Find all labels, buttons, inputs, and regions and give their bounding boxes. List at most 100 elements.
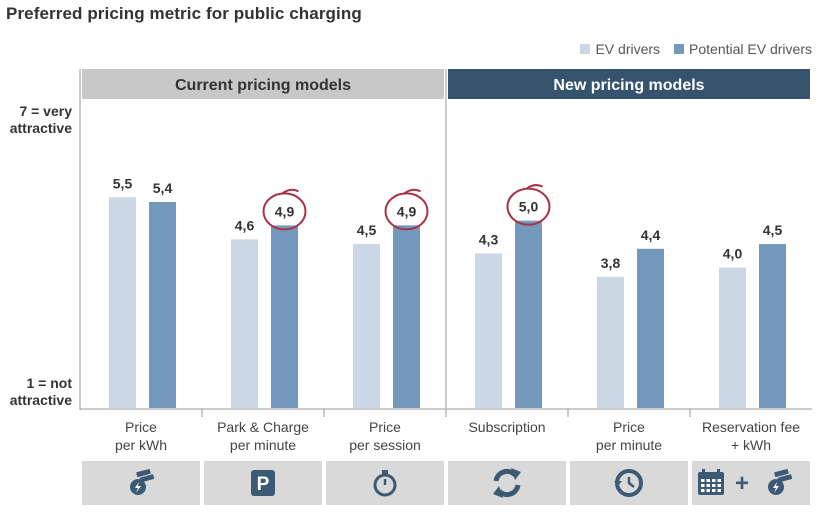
highlight-circle-tail-2 <box>525 184 543 190</box>
refresh-icon <box>493 468 521 498</box>
value-label-ev-1: 4,6 <box>235 217 255 233</box>
bar-ev-5 <box>719 267 746 408</box>
bar-ev-3 <box>475 253 502 408</box>
icon-box-0 <box>82 461 200 505</box>
category-label-0-line-0: Price <box>125 419 157 435</box>
clock-hands <box>627 477 635 488</box>
calendar-cell <box>706 479 710 482</box>
calendar-cell <box>701 489 705 492</box>
calendar-cell <box>717 489 721 492</box>
coin-stack-top <box>774 469 789 478</box>
category-label-2-line-1: per session <box>349 437 421 453</box>
calendar-cell <box>706 489 710 492</box>
refresh-arrow-bottom <box>493 486 503 498</box>
value-label-ev-0: 5,5 <box>113 175 133 191</box>
bar-potential-4 <box>637 248 664 408</box>
calendar-ring-left <box>702 469 705 475</box>
value-label-ev-2: 4,5 <box>357 222 377 238</box>
highlight-circle-0 <box>262 192 307 231</box>
value-label-ev-4: 3,8 <box>601 255 621 271</box>
value-label-potential-3: 5,0 <box>519 199 539 215</box>
parking-icon: P <box>251 470 275 496</box>
value-label-ev-3: 4,3 <box>479 231 499 247</box>
calendar-cell <box>717 479 721 482</box>
icon-box-5: + <box>692 461 810 505</box>
category-label-0-line-1: per kWh <box>115 437 167 453</box>
y-top-label-line-0: 7 = very <box>19 103 72 119</box>
coin-stack-mid <box>777 474 793 483</box>
highlight-circle-1 <box>384 192 429 231</box>
highlight-circle-tail-1 <box>403 188 421 195</box>
legend-label-potential: Potential EV drivers <box>689 41 812 57</box>
calendar-cell <box>701 484 705 487</box>
clock-icon <box>614 469 643 497</box>
calendar-cell <box>706 484 710 487</box>
category-label-1-line-0: Park & Charge <box>217 419 309 435</box>
calendar-cell <box>712 484 716 487</box>
bar-potential-2 <box>393 225 420 408</box>
money-bolt-icon <box>130 469 155 495</box>
bar-potential-3 <box>515 220 542 408</box>
stopwatch-icon <box>373 470 397 497</box>
parking-letter: P <box>257 474 270 495</box>
group-header-label-1: New pricing models <box>553 77 704 94</box>
category-label-5-line-0: Reservation fee <box>702 419 800 435</box>
bar-ev-2 <box>353 244 380 408</box>
legend-item-potential: Potential EV drivers <box>674 41 812 57</box>
bolt <box>773 482 779 493</box>
category-label-1-line-1: per minute <box>230 437 296 453</box>
bar-potential-5 <box>759 244 786 408</box>
category-label-5-line-1: + kWh <box>731 437 771 453</box>
stopwatch-face <box>373 473 397 497</box>
category-label-3-line-0: Subscription <box>468 419 545 435</box>
y-bottom-label-line-0: 1 = not <box>26 375 72 391</box>
stopwatch-button <box>382 470 388 474</box>
chart-title: Preferred pricing metric for public char… <box>6 4 362 23</box>
bar-ev-0 <box>109 197 136 408</box>
bar-ev-4 <box>597 276 624 408</box>
bar-ev-1 <box>231 239 258 408</box>
y-bottom-label-line-1: attractive <box>10 392 72 408</box>
plus-sign: + <box>735 470 749 497</box>
legend: EV drivers Potential EV drivers <box>580 41 812 57</box>
legend-swatch-ev <box>580 44 591 54</box>
group-header-1 <box>448 69 810 99</box>
legend-label-ev: EV drivers <box>595 41 661 57</box>
category-label-2-line-0: Price <box>369 419 401 435</box>
category-label-4-line-1: per minute <box>596 437 662 453</box>
refresh-arrow-top <box>511 468 521 480</box>
calendar-cell <box>712 489 716 492</box>
icon-box-bg-3 <box>448 461 566 505</box>
y-top-label-line-1: attractive <box>10 120 72 136</box>
value-label-potential-0: 5,4 <box>153 180 173 196</box>
icon-box-3 <box>448 461 566 505</box>
calendar-ring-right <box>717 469 720 475</box>
calendar-cell <box>712 479 716 482</box>
legend-item-ev: EV drivers <box>580 41 660 57</box>
coin-stack-mid <box>139 474 155 483</box>
group-header-0 <box>82 69 444 99</box>
calendar-plus-money-icon: + <box>698 469 793 497</box>
icon-box-4 <box>570 461 688 505</box>
bolt <box>135 482 141 493</box>
value-label-potential-5: 4,5 <box>763 222 783 238</box>
parking-sign <box>251 470 275 496</box>
icon-box-2 <box>326 461 444 505</box>
clock-arrow <box>614 481 622 486</box>
icon-box-1: P <box>204 461 322 505</box>
bar-potential-0 <box>149 201 176 408</box>
value-label-potential-1: 4,9 <box>275 203 295 219</box>
group-header-label-0: Current pricing models <box>175 77 351 94</box>
value-label-potential-2: 4,9 <box>397 203 417 219</box>
highlight-circle-tail-0 <box>281 188 299 195</box>
calendar-cell <box>717 484 721 487</box>
value-label-ev-5: 4,0 <box>723 246 743 262</box>
highlight-circle-2 <box>506 187 551 226</box>
value-label-potential-4: 4,4 <box>641 227 661 243</box>
bar-potential-1 <box>271 225 298 408</box>
category-label-4-line-0: Price <box>613 419 645 435</box>
coin-stack-top <box>136 469 151 478</box>
legend-swatch-potential <box>674 44 685 54</box>
calendar-cell <box>701 479 705 482</box>
